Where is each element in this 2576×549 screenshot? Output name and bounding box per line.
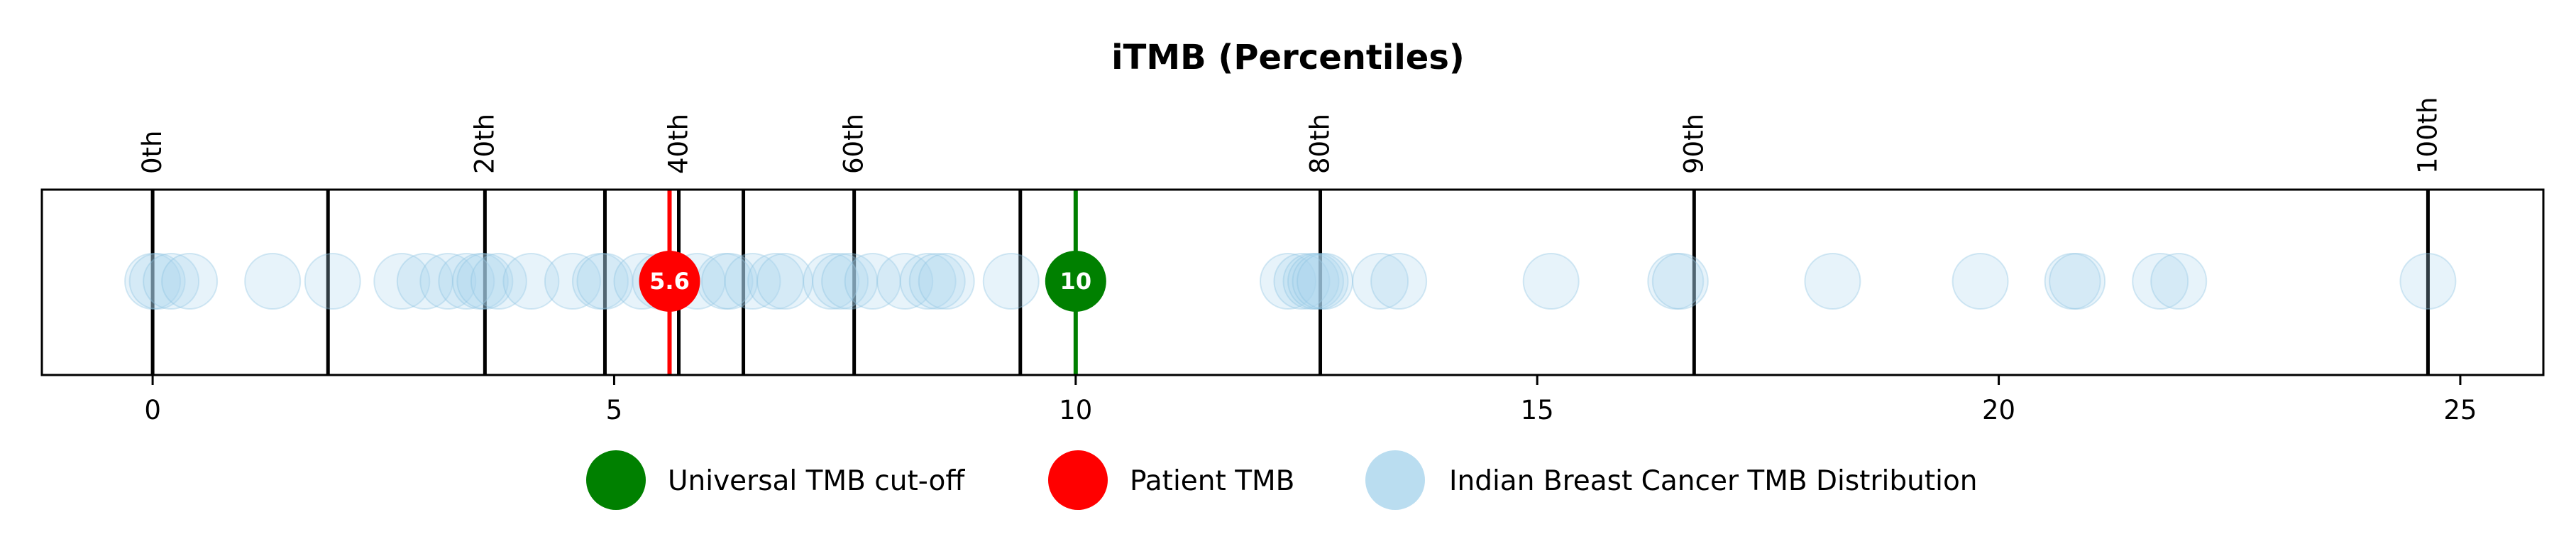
distribution-point xyxy=(1259,253,1316,310)
distribution-point xyxy=(1647,253,1705,310)
distribution-point xyxy=(2132,253,2189,310)
cutoff-marker xyxy=(1045,251,1106,312)
distribution-point xyxy=(2399,253,2457,310)
legend-label: Indian Breast Cancer TMB Distribution xyxy=(1449,465,1978,497)
x-tick-label: 15 xyxy=(1521,395,1554,425)
percentile-label: 90th xyxy=(1678,114,1709,174)
distribution-point xyxy=(1297,253,1354,310)
distribution-point xyxy=(143,253,200,310)
distribution-point xyxy=(396,253,453,310)
distribution-point xyxy=(876,253,934,310)
distribution-point xyxy=(1370,253,1428,310)
distribution-point xyxy=(2049,253,2106,310)
legend-marker xyxy=(586,450,646,510)
distribution-point xyxy=(756,253,814,310)
distribution-point xyxy=(419,253,477,310)
legend-label: Patient TMB xyxy=(1130,465,1294,497)
distribution-point xyxy=(747,253,805,310)
percentile-label: 20th xyxy=(469,114,500,174)
patient-tmb-marker xyxy=(639,251,700,312)
distribution-point xyxy=(304,253,361,310)
percentile-label: 80th xyxy=(1305,114,1336,174)
distribution-point xyxy=(456,253,514,310)
cutoff-label: 10 xyxy=(1060,268,1092,295)
distribution-point xyxy=(1352,253,1409,310)
distribution-point xyxy=(1287,253,1345,310)
legend-marker xyxy=(1365,450,1425,510)
distribution-point xyxy=(1282,253,1340,310)
x-tick-label: 5 xyxy=(606,395,623,425)
distribution-point xyxy=(571,253,629,310)
distribution-point xyxy=(812,253,869,310)
distribution-point xyxy=(1952,253,2009,310)
distribution-point xyxy=(470,253,527,310)
percentile-lines xyxy=(150,190,2430,375)
distribution-point xyxy=(899,253,957,310)
distribution-point xyxy=(2044,253,2101,310)
distribution-point xyxy=(1522,253,1580,310)
x-axis: 0 5 10 15 20 25 xyxy=(144,375,2477,425)
distribution-point xyxy=(451,253,509,310)
distribution-point xyxy=(161,253,219,310)
distribution-point xyxy=(2150,253,2208,310)
patient-tmb-label: 5.6 xyxy=(649,268,690,295)
highlight-markers: 5.6 10 xyxy=(639,190,1106,375)
distribution-point xyxy=(502,253,560,310)
x-tick-label: 20 xyxy=(1982,395,2015,425)
x-tick-label: 25 xyxy=(2443,395,2477,425)
distribution-point xyxy=(821,253,879,310)
distribution-point xyxy=(1651,253,1709,310)
percentile-label: 60th xyxy=(839,114,869,174)
distribution-point xyxy=(724,253,781,310)
legend-label: Universal TMB cut-off xyxy=(668,465,965,497)
legend: Universal TMB cut-off Patient TMB Indian B… xyxy=(586,450,1978,510)
distribution-point xyxy=(701,253,759,310)
chart-title: iTMB (Percentiles) xyxy=(1111,38,1465,77)
distribution-point xyxy=(576,253,634,310)
distribution-point xyxy=(1273,253,1331,310)
x-tick-label: 10 xyxy=(1059,395,1092,425)
percentile-label: 40th xyxy=(664,114,694,174)
distribution-point xyxy=(438,253,495,310)
distribution-point xyxy=(124,253,182,310)
x-tick-label: 0 xyxy=(144,395,161,425)
distribution-point xyxy=(373,253,431,310)
distribution-point xyxy=(908,253,966,310)
distribution-point xyxy=(844,253,901,310)
distribution-point xyxy=(244,253,302,310)
percentile-label: 100th xyxy=(2412,97,2443,174)
percentile-label: 0th xyxy=(137,131,167,175)
legend-marker xyxy=(1048,450,1108,510)
distribution-point xyxy=(918,253,975,310)
distribution-point xyxy=(1804,253,1861,310)
distribution-point xyxy=(1292,253,1349,310)
distribution-point xyxy=(982,253,1040,310)
percentile-labels: 0th 20th 40th 60th 80th 90th 100th xyxy=(137,97,2443,174)
distribution-points xyxy=(124,253,2457,310)
distribution-point xyxy=(128,253,186,310)
plot-frame xyxy=(40,188,2545,376)
distribution-point xyxy=(544,253,601,310)
distribution-point xyxy=(803,253,860,310)
